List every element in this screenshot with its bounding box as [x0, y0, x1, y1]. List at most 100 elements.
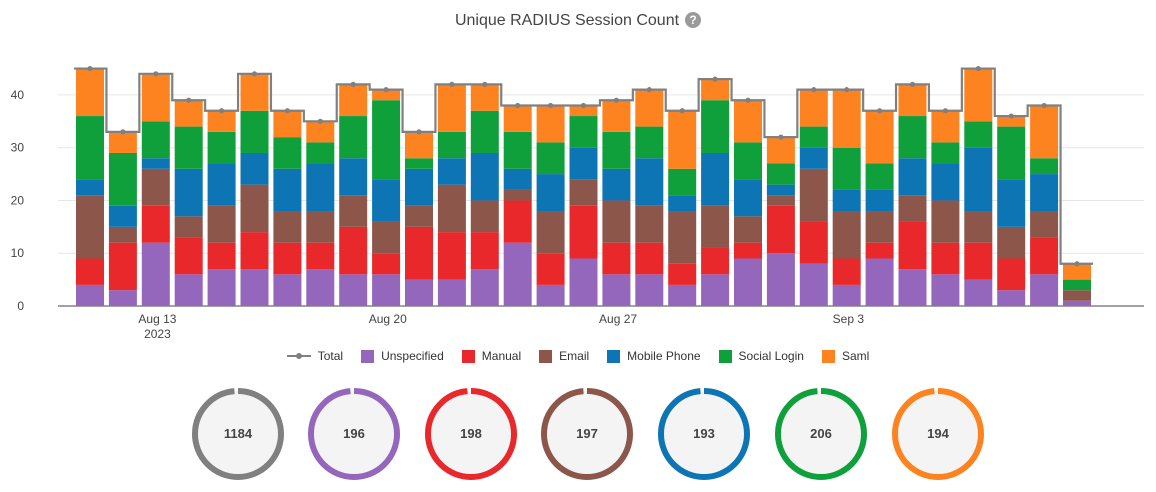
bar-segment [470, 200, 499, 233]
bar-segment [1063, 300, 1091, 306]
bar-segment [701, 152, 730, 206]
bar-segment [832, 147, 861, 190]
bar-segment [339, 226, 368, 275]
bar-segment [1063, 290, 1091, 301]
bar-segment [405, 226, 433, 280]
bar-segment [997, 290, 1026, 306]
bar-segment [569, 105, 598, 117]
bar-segment [372, 100, 401, 180]
question-circle-icon[interactable]: ? [685, 12, 702, 28]
donut-total: 1184 [190, 386, 286, 482]
donut-mobile-phone: 193 [656, 386, 752, 482]
bar-segment [668, 110, 697, 169]
bar-segment [931, 200, 960, 243]
legend-item-unspecified[interactable]: Unspecified [361, 349, 444, 363]
bar-segment [470, 84, 499, 111]
total-line [74, 67, 1093, 265]
bar-segment [207, 269, 236, 306]
legend-item-manual[interactable]: Manual [461, 349, 521, 363]
bar-segment [470, 232, 499, 270]
bar-segment [273, 211, 302, 243]
bar-segment [931, 242, 960, 275]
legend-item-email[interactable]: Email [539, 349, 589, 363]
legend-line-icon [286, 351, 311, 361]
bar-segment [1030, 158, 1059, 175]
x-tick-label: Sep 3 [833, 312, 865, 326]
bar-segment [437, 158, 466, 185]
summary-donuts: 1184 196 198 197 193 206 194 [0, 386, 1156, 482]
total-point [712, 76, 718, 82]
bar-segment [898, 158, 927, 196]
bar-segment [536, 142, 565, 175]
donut-ring [775, 388, 867, 480]
bar-segment [602, 242, 631, 275]
donut-value: 196 [343, 426, 365, 441]
bar-segment [964, 279, 993, 306]
bar-segment [1030, 274, 1059, 306]
donut-manual: 198 [423, 386, 519, 482]
bar-segment [635, 158, 664, 206]
bar-segment [76, 258, 104, 285]
total-point [219, 108, 225, 114]
donut-ring-stroke [308, 388, 400, 480]
bar-segment [405, 279, 433, 306]
total-point [449, 81, 455, 87]
total-point [580, 102, 587, 109]
legend-label: Email [559, 349, 590, 363]
legend-item-total[interactable]: Total [286, 349, 343, 363]
legend-item-saml[interactable]: Saml [821, 349, 869, 363]
bar-segment [964, 68, 993, 122]
bar-segment [602, 100, 631, 132]
bar-segment [273, 242, 302, 275]
y-tick-label: 30 [11, 141, 25, 155]
legend-item-mobile-phone[interactable]: Mobile Phone [607, 349, 701, 363]
bar-segment [306, 163, 335, 212]
bar-segment [766, 205, 795, 254]
bar-segment [734, 216, 762, 243]
bar-segment [141, 242, 170, 306]
donut-value: 197 [576, 426, 598, 441]
bar-segment [339, 116, 368, 159]
total-point [909, 81, 916, 87]
bar-segment [734, 242, 762, 259]
bar-segment [503, 242, 532, 306]
bar-segment [931, 142, 960, 164]
donut-ring [541, 388, 633, 480]
bar-segment [536, 284, 565, 306]
bar-segment [766, 253, 795, 306]
total-point [679, 108, 685, 114]
bar-segment [569, 116, 598, 148]
total-point [613, 97, 620, 103]
bar-segment [108, 152, 137, 206]
bar-segment [1063, 279, 1091, 291]
bar-segment [207, 242, 236, 270]
bar-segment [306, 121, 335, 143]
x-tick-label: Aug 27 [599, 312, 637, 326]
bar-segment [437, 131, 466, 159]
bar-segment [470, 110, 499, 153]
legend-label: Social Login [738, 349, 804, 363]
bar-segment [602, 168, 631, 201]
bar-segment [240, 184, 269, 233]
bar-segment [240, 152, 269, 185]
bar-segment [898, 195, 927, 222]
donut-value: 194 [927, 426, 949, 441]
bar-segment [470, 269, 499, 306]
bar-segment [668, 168, 697, 196]
bar-segment [306, 211, 335, 243]
donut-value: 1184 [223, 426, 253, 441]
legend-swatch [461, 349, 475, 363]
bar-segment [832, 258, 861, 285]
legend-swatch [607, 349, 621, 363]
bar-segment [339, 84, 368, 117]
total-point [1074, 261, 1080, 267]
total-point [383, 87, 389, 93]
x-tick-label: Aug 13 [138, 312, 176, 326]
bar-segment [306, 269, 335, 306]
bar-segment [240, 73, 269, 111]
legend-item-social-login[interactable]: Social Login [718, 349, 804, 363]
bar-segment [931, 110, 960, 143]
bar-segment [668, 263, 697, 285]
bar-segment [569, 205, 598, 259]
bar-segment [174, 100, 203, 127]
